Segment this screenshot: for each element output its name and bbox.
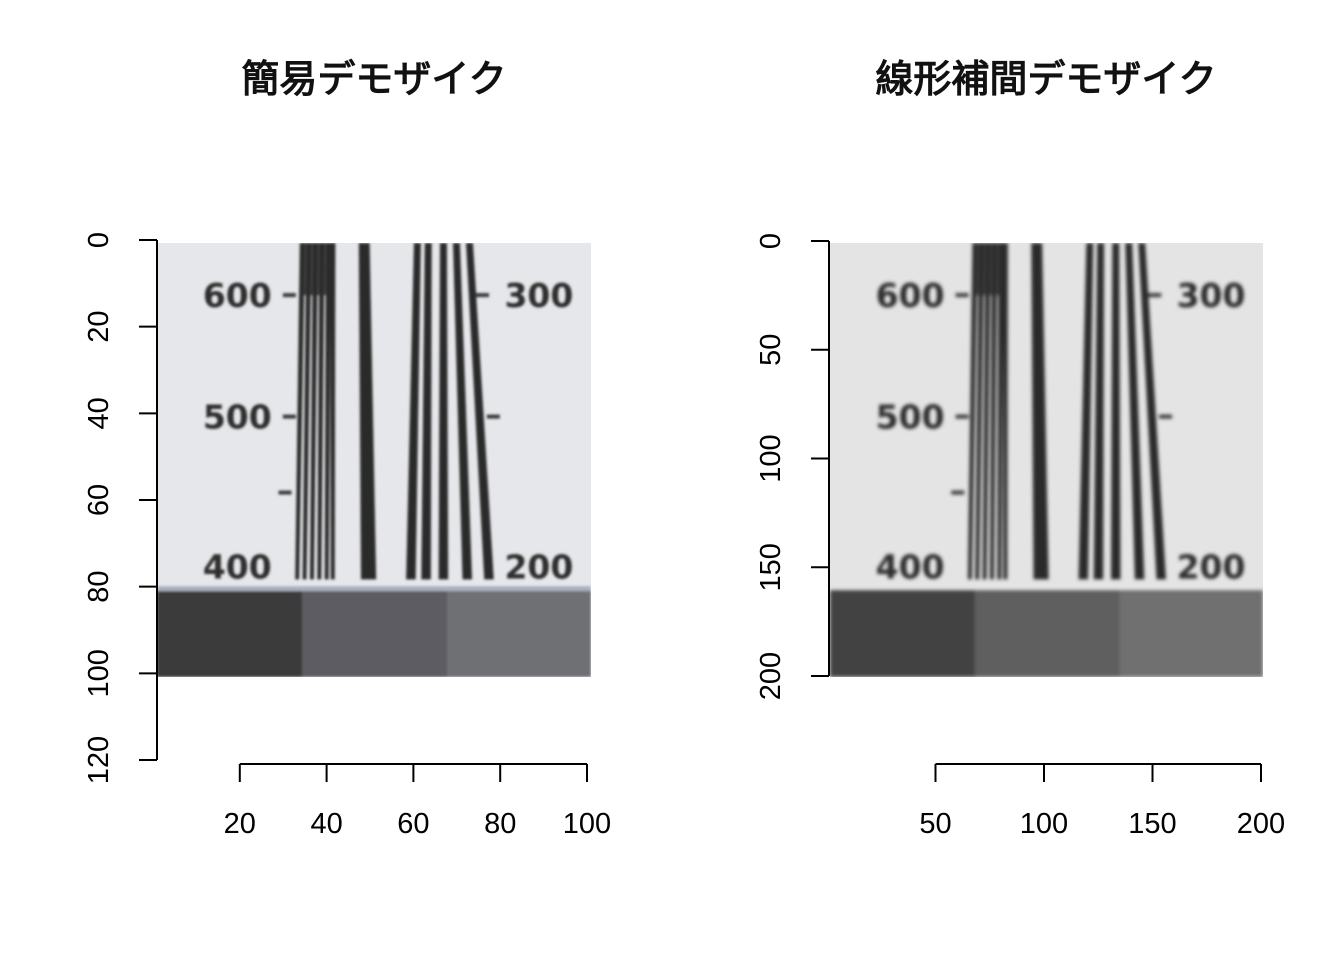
y-tick-label: 60 bbox=[83, 484, 115, 516]
image-content: 600 500 400 300 200 bbox=[830, 243, 1263, 677]
target-label: 500 bbox=[876, 398, 945, 437]
y-tick-label: 0 bbox=[755, 233, 787, 249]
wedge-line bbox=[1111, 243, 1121, 580]
target-tick-mark bbox=[282, 293, 296, 298]
wedge-top bbox=[300, 243, 335, 296]
wedge-line bbox=[1093, 243, 1105, 580]
target-tick-mark bbox=[278, 490, 292, 495]
wedge-line bbox=[324, 243, 332, 580]
gray-patch bbox=[447, 590, 591, 677]
wedge-line bbox=[1125, 243, 1145, 580]
target-tick-mark bbox=[1148, 293, 1162, 298]
chart-title: 簡易デモザイク bbox=[241, 57, 506, 101]
target-label: 500 bbox=[203, 398, 272, 437]
target-label: 300 bbox=[1177, 276, 1246, 315]
target-tick-mark bbox=[955, 414, 969, 419]
target-label: 200 bbox=[504, 547, 573, 586]
wedge-line bbox=[989, 243, 998, 580]
image-content: 600 500 400 300 200 bbox=[157, 243, 591, 677]
target-label: 600 bbox=[203, 276, 272, 315]
y-tick-label: 100 bbox=[83, 649, 115, 697]
panel-simple-demosaic: 簡易デモザイク 600 500 400 300 200 0 20 40 60 80 100 120 20… bbox=[83, 57, 611, 840]
wedge-line bbox=[406, 243, 421, 580]
resolution-target-image: 600 500 400 300 200 bbox=[157, 243, 591, 677]
target-tick-mark bbox=[1159, 414, 1173, 419]
target-tick-mark bbox=[282, 414, 296, 419]
x-tick-label: 150 bbox=[1128, 808, 1176, 840]
target-label: 300 bbox=[504, 276, 573, 315]
x-tick-label: 80 bbox=[484, 808, 516, 840]
gray-patch bbox=[830, 590, 976, 677]
x-tick-label: 100 bbox=[563, 808, 611, 840]
y-tick-label: 80 bbox=[83, 571, 115, 603]
patch-border bbox=[157, 586, 591, 592]
wedge-line bbox=[967, 243, 978, 580]
wedge-line bbox=[982, 243, 991, 580]
gray-patch bbox=[1120, 590, 1263, 677]
wedge-line bbox=[975, 243, 985, 580]
target-label: 400 bbox=[203, 547, 272, 586]
x-tick-label: 50 bbox=[919, 808, 951, 840]
y-tick-label: 40 bbox=[83, 397, 115, 429]
wedge-line bbox=[466, 243, 494, 580]
target-tick-mark bbox=[951, 490, 965, 495]
x-tick-label: 20 bbox=[224, 808, 256, 840]
target-tick-mark bbox=[475, 293, 490, 298]
x-tick-label: 40 bbox=[310, 808, 342, 840]
target-label: 600 bbox=[876, 276, 945, 315]
x-tick-label: 60 bbox=[397, 808, 429, 840]
y-tick-label: 50 bbox=[755, 334, 787, 366]
y-tick-label: 200 bbox=[755, 652, 787, 700]
wedge-line bbox=[295, 243, 305, 580]
gray-patch bbox=[302, 590, 448, 677]
y-tick-label: 100 bbox=[755, 434, 787, 482]
target-tick-mark bbox=[955, 293, 969, 298]
wedge-line bbox=[1138, 243, 1167, 580]
panel-linear-demosaic: 線形補間デモザイク 600 500 400 300 200 0 50 100 150 200 50 1… bbox=[755, 57, 1285, 840]
y-tick-label: 150 bbox=[755, 543, 787, 591]
wedge-line bbox=[1078, 243, 1094, 580]
wedge-line bbox=[1031, 243, 1049, 580]
wedge-line bbox=[421, 243, 432, 580]
y-tick-label: 0 bbox=[83, 232, 115, 248]
wedge-line bbox=[997, 243, 1004, 580]
wedge-line bbox=[330, 243, 336, 580]
wedge-line bbox=[1002, 243, 1008, 580]
wedge-top bbox=[972, 243, 1008, 296]
resolution-target-image: 600 500 400 300 200 bbox=[830, 243, 1263, 677]
wedge-line bbox=[302, 243, 312, 580]
target-label: 200 bbox=[1177, 547, 1246, 586]
x-tick-label: 200 bbox=[1237, 808, 1285, 840]
y-tick-label: 20 bbox=[83, 311, 115, 343]
x-tick-label: 100 bbox=[1020, 808, 1068, 840]
y-tick-label: 120 bbox=[83, 736, 115, 784]
target-tick-mark bbox=[486, 414, 500, 419]
gray-patch bbox=[157, 590, 303, 677]
gray-patch bbox=[975, 590, 1121, 677]
wedge-line bbox=[309, 243, 319, 580]
chart-title: 線形補間デモザイク bbox=[875, 57, 1216, 101]
wedge-line bbox=[452, 243, 473, 580]
wedge-line bbox=[438, 243, 449, 580]
wedge-line bbox=[317, 243, 325, 580]
target-label: 400 bbox=[876, 547, 945, 586]
wedge-line bbox=[358, 243, 377, 580]
